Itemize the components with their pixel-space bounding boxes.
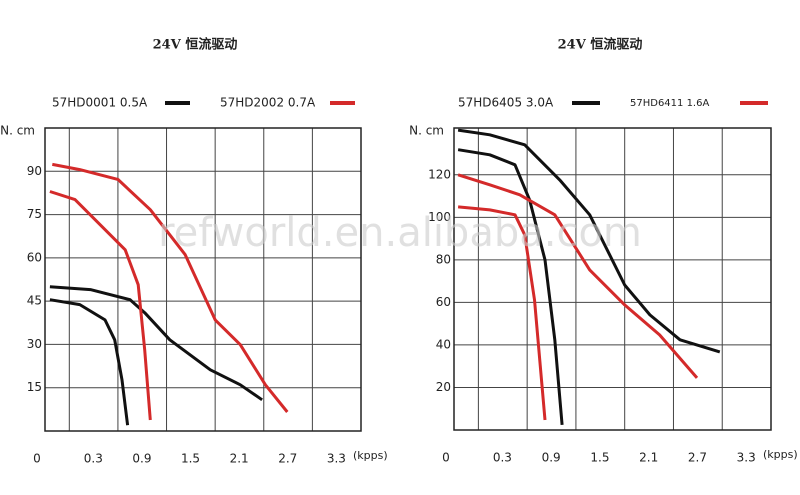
y-tick-label: 40 — [436, 337, 451, 351]
x-tick-label: 0 — [33, 452, 41, 466]
y-tick-label: 60 — [27, 250, 42, 264]
x-tick-label: 0.3 — [493, 451, 512, 465]
series-line — [52, 162, 289, 413]
x-tick-label: 2.1 — [230, 452, 249, 466]
legend-label: 57HD0001 0.5A — [52, 96, 148, 110]
y-tick-label: 100 — [428, 210, 451, 224]
y-tick-label: 60 — [436, 295, 451, 309]
y-tick-label: 80 — [436, 252, 451, 266]
legend-label: 57HD6405 3.0A — [458, 96, 554, 110]
x-tick-label: 0.3 — [84, 452, 103, 466]
chart-title: 24V 恒流驱动 — [153, 37, 238, 53]
y-tick-label: 20 — [436, 380, 451, 394]
y-axis-label: N. cm — [0, 124, 35, 138]
x-axis-label: (kpps) — [763, 448, 798, 461]
x-tick-label: 2.1 — [639, 451, 658, 465]
y-tick-label: 45 — [27, 294, 42, 308]
x-tick-label: 1.5 — [181, 452, 200, 466]
chart-panel: 0 0.3 0.9 1.5 2.1 2.7 3.3 20 40 60 80 100 120 24V 恒流驱… — [409, 37, 798, 465]
x-axis-label: (kpps) — [353, 449, 388, 462]
y-tick-label: 120 — [428, 167, 451, 181]
plot-frame — [44, 127, 362, 432]
legend-label: 57HD2002 0.7A — [220, 96, 316, 110]
series-line — [457, 128, 721, 354]
series-line — [457, 205, 547, 421]
x-tick-label: 2.7 — [278, 452, 297, 466]
x-tick-label: 3.3 — [737, 451, 756, 465]
y-tick-label: 75 — [27, 207, 42, 221]
series-line — [49, 298, 130, 426]
series-line — [457, 173, 699, 379]
x-tick-label: 2.7 — [688, 451, 707, 465]
x-tick-label: 1.5 — [590, 451, 609, 465]
plot-frame — [453, 127, 772, 431]
legend-label: 57HD6411 1.6A — [630, 98, 709, 109]
x-tick-label: 0.9 — [132, 452, 151, 466]
series-line — [49, 190, 152, 421]
x-tick-label: 0.9 — [542, 451, 561, 465]
x-tick-label: 0 — [442, 451, 450, 465]
series-line — [49, 285, 263, 402]
chart-panel: 0 0.3 0.9 1.5 2.1 2.7 3.3 15 30 45 60 75 90 24V 恒流驱动 N… — [0, 37, 388, 466]
x-tick-label: 3.3 — [327, 452, 346, 466]
y-tick-label: 30 — [27, 337, 42, 351]
y-tick-label: 90 — [27, 164, 42, 178]
y-axis-label: N. cm — [409, 124, 444, 138]
watermark: refworld.en.alibaba.com — [158, 210, 642, 256]
y-tick-label: 15 — [27, 380, 42, 394]
chart-title: 24V 恒流驱动 — [558, 37, 643, 53]
